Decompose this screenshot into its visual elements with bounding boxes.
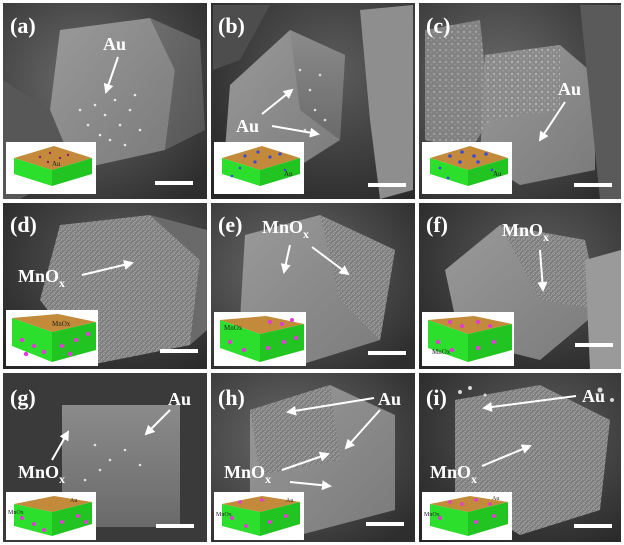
schematic-label: Au xyxy=(284,170,293,178)
scale-bar xyxy=(160,349,198,353)
scale-bar xyxy=(574,183,612,187)
arrow xyxy=(51,430,69,461)
schematic-label: MnOx xyxy=(432,348,451,356)
panel-f: (f) MnOx MnOx xyxy=(419,203,621,369)
scale-bar xyxy=(156,524,194,528)
schematic-inset: Au xyxy=(6,142,96,194)
au-particles xyxy=(458,386,614,402)
schematic-inset: MnOx xyxy=(422,312,514,366)
schematic-label: Au xyxy=(492,496,499,502)
crystal-neighbor xyxy=(213,5,270,70)
panel-label: (c) xyxy=(426,13,450,38)
arrow xyxy=(286,397,375,416)
schematic-label: Au xyxy=(52,160,61,168)
panel-g: (g) Au MnOx Au MnOx xyxy=(3,373,207,542)
scale-bar xyxy=(574,524,612,528)
arrow xyxy=(144,409,171,436)
crystal-neighbor xyxy=(585,250,621,369)
scale-bar xyxy=(368,183,406,187)
au-particles xyxy=(83,443,142,482)
schematic-label: MnOx xyxy=(216,512,232,518)
arrow xyxy=(103,56,119,94)
panel-label: (b) xyxy=(218,13,245,38)
panel-i: (i) Au MnOx Au MnOx xyxy=(419,373,621,542)
panel-h: (h) Au MnOx Au MnOx xyxy=(211,373,415,542)
scale-bar xyxy=(155,181,193,185)
schematic-label: Au xyxy=(70,498,77,504)
annotation-mnox: MnOx xyxy=(224,462,271,486)
panel-label: (i) xyxy=(426,385,447,410)
schematic-label: MnOx xyxy=(52,320,71,328)
schematic-inset: Au xyxy=(422,142,512,194)
annotation-au: Au xyxy=(378,389,401,409)
annotation-au: Au xyxy=(168,389,191,409)
panel-d: (d) MnOx MnOx xyxy=(3,203,207,369)
scale-bar xyxy=(366,522,404,526)
arrow xyxy=(271,125,320,138)
schematic-inset: Au MnOx xyxy=(214,492,304,540)
crystal-side xyxy=(150,215,207,345)
arrow xyxy=(289,480,332,491)
au-particles xyxy=(298,68,327,132)
annotation-mnox: MnOx xyxy=(430,462,477,486)
annotation-mnox: MnOx xyxy=(18,266,65,290)
annotation-au: Au xyxy=(103,34,126,54)
schematic-inset: Au MnOx xyxy=(422,492,512,540)
crystal-side xyxy=(150,18,205,150)
schematic-label: MnOx xyxy=(424,512,440,518)
schematic-label: MnOx xyxy=(224,324,243,332)
panel-label: (g) xyxy=(10,385,36,410)
arrow xyxy=(344,409,381,450)
mnox-face xyxy=(320,215,395,340)
schematic-inset: Au MnOx xyxy=(6,492,96,540)
panel-label: (d) xyxy=(10,212,37,237)
arrow xyxy=(280,244,291,274)
au-particles xyxy=(78,93,142,147)
annotation-au: Au xyxy=(558,79,581,99)
scale-bar xyxy=(368,351,406,355)
crystal-top xyxy=(290,30,345,140)
crystal-neighbor xyxy=(580,5,621,199)
schematic-inset: MnOx xyxy=(6,310,98,366)
panel-label: (f) xyxy=(426,212,448,237)
panel-b: (b) Au Au xyxy=(211,3,415,199)
arrow xyxy=(81,260,134,276)
arrow xyxy=(537,249,548,292)
panel-label: (e) xyxy=(218,212,242,237)
schematic-inset: Au xyxy=(214,142,304,194)
scale-bar xyxy=(575,343,613,347)
crystal-neighbor xyxy=(360,5,413,199)
arrow xyxy=(482,395,577,412)
arrow xyxy=(281,451,330,471)
annotation-mnox: MnOx xyxy=(262,217,309,241)
schematic-label: Au xyxy=(286,498,293,504)
panel-c: (c) Au Au xyxy=(419,3,621,199)
schematic-label: Au xyxy=(493,170,502,178)
annotation-au: Au xyxy=(582,386,605,406)
panel-label: (a) xyxy=(10,13,36,38)
schematic-label: MnOx xyxy=(8,510,24,516)
arrow xyxy=(261,88,294,115)
panel-e: (e) MnOx MnOx xyxy=(211,203,415,369)
rough-crystal xyxy=(425,20,490,150)
schematic-inset: MnOx xyxy=(214,312,306,366)
panel-a: (a) Au Au xyxy=(3,3,207,199)
mnox-face xyxy=(500,225,600,310)
arrow xyxy=(481,444,532,467)
arrow xyxy=(538,101,566,142)
rough-face xyxy=(485,45,560,120)
arrow xyxy=(311,246,350,276)
annotation-mnox: MnOx xyxy=(18,462,65,486)
panel-label: (h) xyxy=(218,385,245,410)
annotation-au: Au xyxy=(236,116,259,136)
annotation-mnox: MnOx xyxy=(502,220,549,244)
crystal xyxy=(50,18,175,170)
